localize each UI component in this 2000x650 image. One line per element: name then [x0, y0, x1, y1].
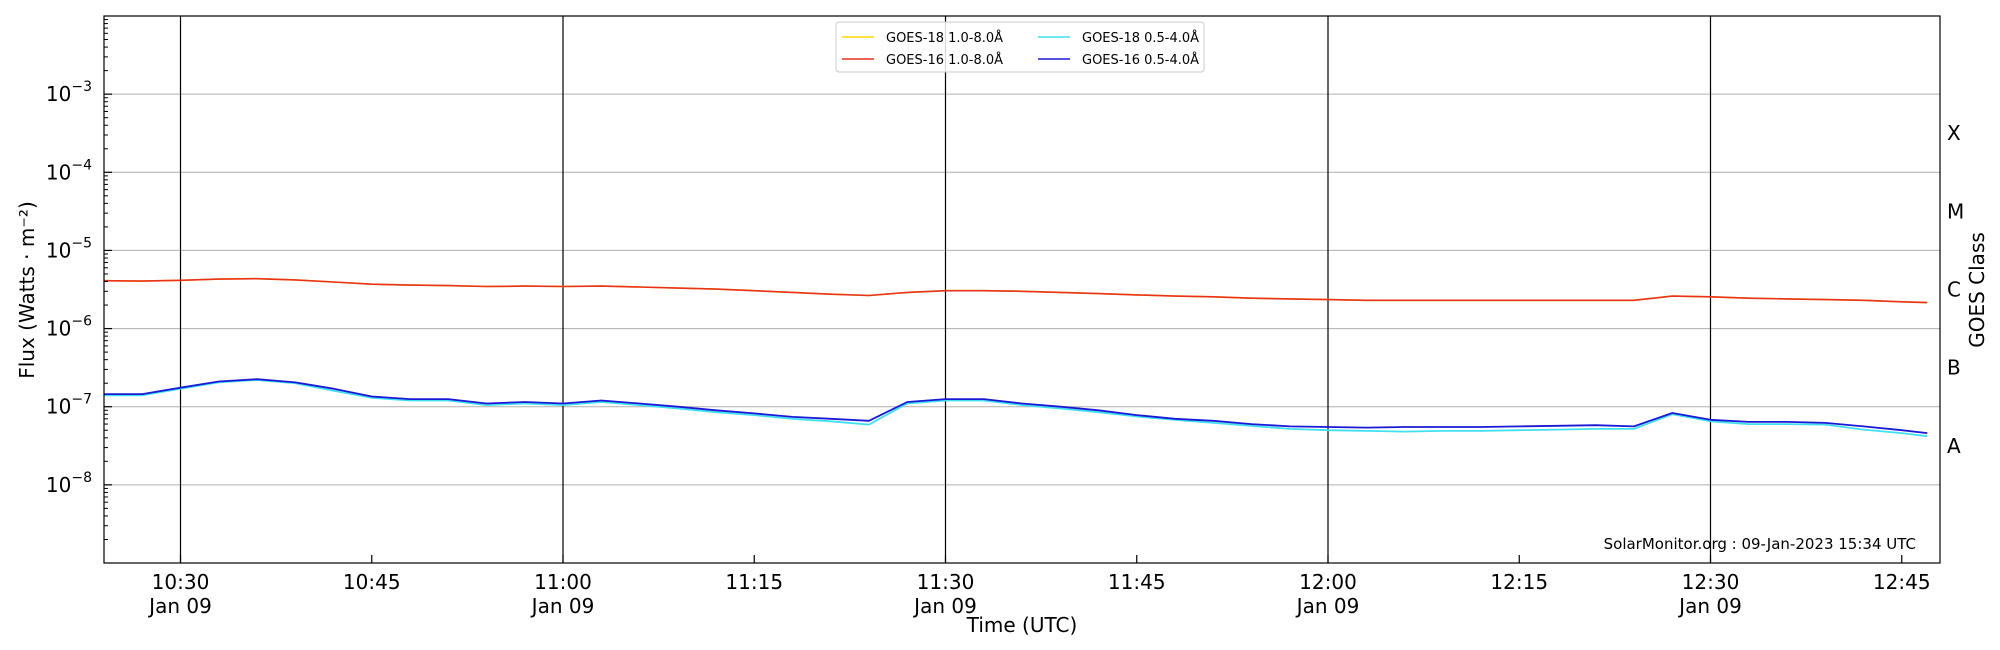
- goes-class-label: X: [1947, 121, 1961, 145]
- x-tick-label: 10:30: [152, 570, 210, 594]
- series-line-2: [103, 277, 1928, 304]
- legend-label: GOES-18 0.5-4.0Å: [1082, 30, 1199, 46]
- y-tick-label: 10−6: [46, 314, 92, 341]
- goes-class-label: A: [1947, 434, 1961, 458]
- y-axis-label: Flux (Watts · m⁻²): [15, 201, 39, 379]
- plot-background: [104, 16, 1940, 563]
- y-tick-label: 10−5: [46, 235, 92, 262]
- watermark: SolarMonitor.org : 09-Jan-2023 15:34 UTC: [1604, 535, 1916, 553]
- legend-label: GOES-16 0.5-4.0Å: [1082, 52, 1199, 68]
- goes-class-label: M: [1947, 199, 1964, 223]
- x-tick-label: 11:15: [725, 570, 783, 594]
- x-tick-label: 11:00: [534, 570, 592, 594]
- legend-label: GOES-18 1.0-8.0Å: [886, 30, 1003, 46]
- x-tick-label: 10:45: [343, 570, 401, 594]
- x-tick-date-label: Jan 09: [147, 594, 212, 618]
- y-tick-label: 10−7: [46, 392, 92, 419]
- legend-label: GOES-16 1.0-8.0Å: [886, 52, 1003, 68]
- series-line-1: [104, 379, 1928, 438]
- y-tick-label: 10−8: [46, 470, 92, 497]
- x-tick-label: 12:15: [1490, 570, 1548, 594]
- x-tick-label: 11:30: [917, 570, 975, 594]
- x-tick-date-label: Jan 09: [530, 594, 595, 618]
- goes-class-axis-label: GOES Class: [1965, 232, 1989, 348]
- x-axis-label: Time (UTC): [966, 613, 1078, 637]
- x-tick-date-label: Jan 09: [912, 594, 977, 618]
- grid: [104, 16, 1940, 563]
- x-tick-label: 12:45: [1873, 570, 1931, 594]
- series-lines: [103, 277, 1928, 438]
- legend: GOES-18 1.0-8.0Å GOES-16 1.0-8.0Å GOES-18 …: [835, 21, 1205, 73]
- x-tick-label: 12:00: [1299, 570, 1357, 594]
- x-tick-date-label: Jan 09: [1295, 594, 1360, 618]
- legend-box: [835, 21, 1205, 73]
- plot-frame: [103, 15, 1941, 564]
- goes-class-label: B: [1947, 356, 1961, 380]
- y-tick-label: 10−4: [46, 157, 92, 184]
- goes-class-label: C: [1947, 278, 1961, 302]
- y-tick-label: 10−3: [46, 79, 92, 106]
- x-tick-date-label: Jan 09: [1677, 594, 1742, 618]
- x-tick-label: 12:30: [1682, 570, 1740, 594]
- x-tick-label: 11:45: [1108, 570, 1166, 594]
- series-line-3: [104, 378, 1928, 434]
